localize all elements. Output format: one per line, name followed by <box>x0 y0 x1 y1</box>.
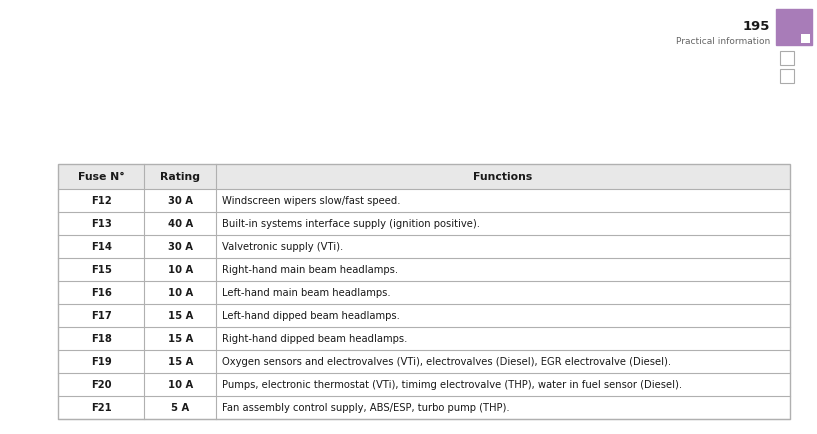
Text: Oxygen sensors and electrovalves (VTi), electrovalves (Diesel), EGR electrovalve: Oxygen sensors and electrovalves (VTi), … <box>222 357 672 367</box>
Bar <box>780 52 794 66</box>
Text: 5 A: 5 A <box>171 403 190 413</box>
Text: Windscreen wipers slow/fast speed.: Windscreen wipers slow/fast speed. <box>222 196 400 206</box>
Text: Rating: Rating <box>160 172 200 182</box>
Text: 10 A: 10 A <box>167 288 193 298</box>
Text: 10 A: 10 A <box>167 380 193 390</box>
Bar <box>58 164 790 419</box>
Text: Right-hand main beam headlamps.: Right-hand main beam headlamps. <box>222 265 398 275</box>
Text: 40 A: 40 A <box>167 219 193 229</box>
Text: Right-hand dipped beam headlamps.: Right-hand dipped beam headlamps. <box>222 334 408 344</box>
Text: F13: F13 <box>91 219 112 229</box>
Text: Fan assembly control supply, ABS/ESP, turbo pump (THP).: Fan assembly control supply, ABS/ESP, tu… <box>222 403 510 413</box>
Text: 30 A: 30 A <box>167 242 193 252</box>
Text: Built-in systems interface supply (ignition positive).: Built-in systems interface supply (ignit… <box>222 219 480 229</box>
Text: F15: F15 <box>91 265 112 275</box>
Text: F12: F12 <box>91 196 112 206</box>
Text: Fuse N°: Fuse N° <box>78 172 124 182</box>
Text: F20: F20 <box>91 380 111 390</box>
Text: 10 A: 10 A <box>167 265 193 275</box>
Text: 15 A: 15 A <box>167 311 193 321</box>
Text: F17: F17 <box>91 311 112 321</box>
Text: 30 A: 30 A <box>167 196 193 206</box>
Text: F19: F19 <box>91 357 112 367</box>
Text: 195: 195 <box>743 20 770 33</box>
Text: F21: F21 <box>91 403 112 413</box>
Text: Functions: Functions <box>473 172 533 182</box>
Bar <box>58 164 790 190</box>
Text: Pumps, electronic thermostat (VTi), timimg electrovalve (THP), water in fuel sen: Pumps, electronic thermostat (VTi), timi… <box>222 380 682 390</box>
Bar <box>801 35 810 44</box>
Text: Practical information: Practical information <box>676 37 770 46</box>
Bar <box>776 10 812 46</box>
Text: 15 A: 15 A <box>167 357 193 367</box>
Text: Left-hand main beam headlamps.: Left-hand main beam headlamps. <box>222 288 391 298</box>
Bar <box>780 70 794 84</box>
Text: Left-hand dipped beam headlamps.: Left-hand dipped beam headlamps. <box>222 311 400 321</box>
Text: F16: F16 <box>91 288 112 298</box>
Text: Valvetronic supply (VTi).: Valvetronic supply (VTi). <box>222 242 343 252</box>
Text: F14: F14 <box>91 242 112 252</box>
Text: 15 A: 15 A <box>167 334 193 344</box>
Text: F18: F18 <box>91 334 112 344</box>
